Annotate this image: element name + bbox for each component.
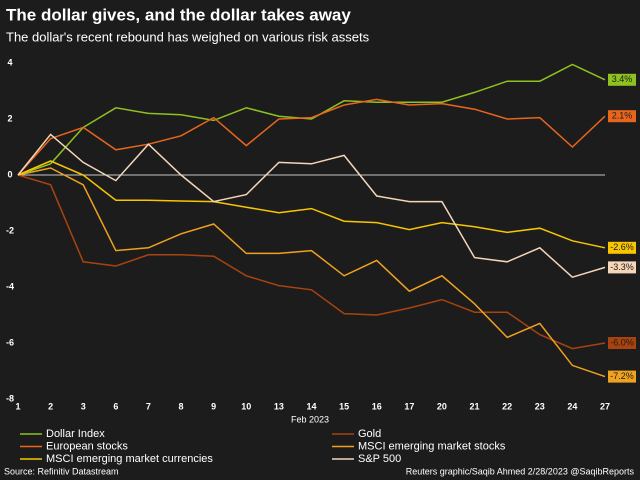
- series-line: [17, 167, 606, 378]
- x-tick-label: 23: [535, 401, 545, 411]
- x-tick-label: 27: [600, 401, 610, 411]
- y-tick-label: 2: [7, 113, 12, 123]
- end-label-box: [608, 110, 636, 123]
- end-label-box: [608, 337, 636, 349]
- x-tick-label: 9: [211, 401, 216, 411]
- source: Source: Refinitiv Datastream: [4, 466, 119, 476]
- legend-label: Dollar Index: [46, 428, 105, 440]
- x-tick-label: 3: [81, 401, 86, 411]
- series-line: [17, 133, 606, 279]
- end-label: -6.0%: [610, 337, 634, 347]
- y-tick-label: 4: [7, 57, 12, 67]
- x-tick-label: 10: [241, 401, 251, 411]
- x-axis-label: Feb 2023: [291, 414, 329, 424]
- x-tick-label: 20: [437, 401, 447, 411]
- x-tick-label: 7: [146, 401, 151, 411]
- x-tick-label: 8: [179, 401, 184, 411]
- end-label: -3.3%: [610, 262, 634, 272]
- x-tick-label: 17: [404, 401, 414, 411]
- end-label: 2.1%: [612, 111, 633, 121]
- x-tick-label: 2: [48, 401, 53, 411]
- y-tick-label: -2: [6, 225, 14, 235]
- credit: Reuters graphic/Saqib Ahmed 2/28/2023 @S…: [406, 466, 635, 476]
- y-tick-label: -8: [6, 393, 14, 403]
- series-line: [17, 63, 606, 176]
- end-label: 3.4%: [612, 74, 633, 84]
- x-tick-label: 15: [339, 401, 349, 411]
- legend-label: Gold: [358, 428, 381, 440]
- legend-label: MSCI emerging market stocks: [358, 440, 506, 452]
- x-tick-label: 6: [113, 401, 118, 411]
- y-tick-label: -4: [6, 281, 14, 291]
- legend-label: S&P 500: [358, 453, 401, 465]
- y-tick-label: 0: [7, 169, 12, 179]
- chart-title: The dollar gives, and the dollar takes a…: [6, 5, 351, 24]
- end-label-box: [608, 241, 636, 254]
- x-tick-label: 14: [306, 401, 316, 411]
- end-label-box: [608, 73, 636, 86]
- series-line: [17, 160, 606, 249]
- x-tick-label: 21: [470, 401, 480, 411]
- x-tick-label: 22: [502, 401, 512, 411]
- x-tick-label: 16: [372, 401, 382, 411]
- x-tick-label: 1: [15, 401, 20, 411]
- series-line: [17, 174, 606, 350]
- legend-label: European stocks: [46, 440, 128, 452]
- chart-subtitle: The dollar's recent rebound has weighed …: [6, 29, 370, 44]
- end-label: -7.2%: [610, 371, 634, 381]
- x-tick-label: 24: [567, 401, 577, 411]
- end-label-box: [608, 370, 636, 383]
- x-tick-label: 13: [274, 401, 284, 411]
- series-line: [17, 98, 606, 176]
- legend-label: MSCI emerging market currencies: [46, 453, 213, 465]
- y-tick-label: -6: [6, 337, 14, 347]
- end-label-box: [608, 261, 636, 274]
- end-label: -2.6%: [610, 242, 634, 252]
